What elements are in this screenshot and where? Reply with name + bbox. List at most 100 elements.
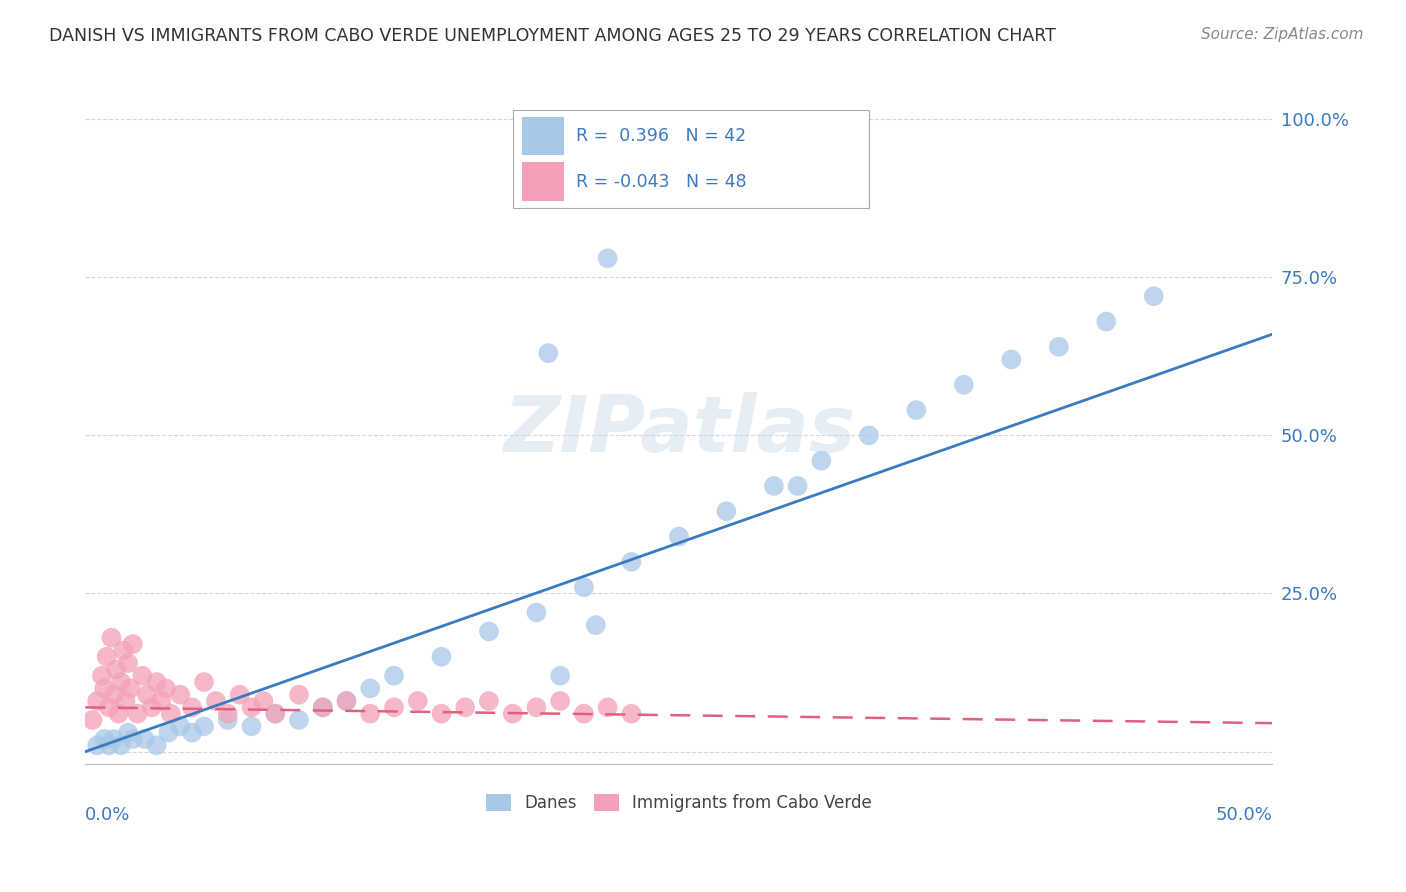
Point — [110, 675, 132, 690]
Point — [312, 700, 335, 714]
Bar — [522, 117, 564, 155]
Text: DANISH VS IMMIGRANTS FROM CABO VERDE UNEMPLOYMENT AMONG AGES 25 TO 29 YEARS CORR: DANISH VS IMMIGRANTS FROM CABO VERDE UNE… — [49, 27, 1056, 45]
Point — [193, 675, 215, 690]
Point — [252, 694, 274, 708]
Point — [100, 631, 122, 645]
Point — [478, 694, 501, 708]
Point — [537, 346, 560, 360]
Point — [150, 694, 173, 708]
Point — [572, 706, 595, 721]
Point — [107, 706, 129, 721]
Point — [1000, 352, 1022, 367]
Point — [90, 669, 112, 683]
Point — [1143, 289, 1166, 303]
Point — [526, 700, 548, 714]
Point — [596, 252, 619, 266]
Point — [112, 643, 135, 657]
Text: Source: ZipAtlas.com: Source: ZipAtlas.com — [1201, 27, 1364, 42]
Point — [121, 637, 143, 651]
Point — [335, 694, 357, 708]
Point — [288, 713, 311, 727]
Point — [98, 700, 121, 714]
Legend: Danes, Immigrants from Cabo Verde: Danes, Immigrants from Cabo Verde — [479, 787, 879, 819]
Point — [596, 700, 619, 714]
Point — [169, 688, 191, 702]
Point — [141, 700, 163, 714]
Point — [105, 662, 128, 676]
Bar — [522, 162, 564, 201]
Point — [240, 719, 263, 733]
Point — [134, 731, 156, 746]
Point — [382, 700, 405, 714]
Point — [93, 731, 115, 746]
Point — [93, 681, 115, 696]
Text: 0.0%: 0.0% — [86, 806, 131, 824]
Point — [406, 694, 429, 708]
Point — [430, 706, 453, 721]
Point — [86, 739, 108, 753]
Point — [117, 656, 139, 670]
Point — [205, 694, 228, 708]
Point — [382, 669, 405, 683]
Point — [526, 606, 548, 620]
Point — [157, 725, 180, 739]
Point — [953, 377, 976, 392]
Point — [155, 681, 177, 696]
Point — [264, 706, 287, 721]
Point — [762, 479, 785, 493]
Point — [181, 700, 204, 714]
Point — [82, 713, 104, 727]
Point — [159, 706, 181, 721]
Point — [810, 453, 832, 467]
Point — [131, 669, 153, 683]
Point — [1047, 340, 1070, 354]
Point — [335, 694, 357, 708]
Bar — [513, 111, 869, 208]
Point — [103, 731, 125, 746]
Point — [240, 700, 263, 714]
Point — [786, 479, 808, 493]
Point — [136, 688, 159, 702]
Text: R = -0.043   N = 48: R = -0.043 N = 48 — [575, 172, 747, 191]
Point — [117, 725, 139, 739]
Point — [264, 706, 287, 721]
Point — [145, 739, 167, 753]
Point — [228, 688, 250, 702]
Point — [585, 618, 607, 632]
Point — [103, 688, 125, 702]
Point — [620, 555, 643, 569]
Point — [145, 675, 167, 690]
Point — [478, 624, 501, 639]
Point — [716, 504, 738, 518]
Point — [86, 694, 108, 708]
Point — [548, 694, 571, 708]
Point — [217, 706, 239, 721]
Text: ZIPatlas: ZIPatlas — [503, 392, 855, 468]
Point — [110, 739, 132, 753]
Point — [217, 713, 239, 727]
Point — [668, 530, 690, 544]
Point — [454, 700, 477, 714]
Point — [905, 403, 928, 417]
Point — [288, 688, 311, 702]
Point — [181, 725, 204, 739]
Point — [98, 739, 121, 753]
Point — [169, 719, 191, 733]
Point — [359, 681, 381, 696]
Point — [121, 731, 143, 746]
Point — [430, 649, 453, 664]
Point — [548, 669, 571, 683]
Point — [127, 706, 149, 721]
Point — [502, 706, 524, 721]
Point — [572, 580, 595, 594]
Point — [120, 681, 142, 696]
Point — [858, 428, 880, 442]
Point — [312, 700, 335, 714]
Point — [193, 719, 215, 733]
Point — [114, 694, 136, 708]
Text: 50.0%: 50.0% — [1216, 806, 1272, 824]
Text: R =  0.396   N = 42: R = 0.396 N = 42 — [575, 128, 745, 145]
Point — [1095, 314, 1118, 328]
Point — [620, 706, 643, 721]
Point — [359, 706, 381, 721]
